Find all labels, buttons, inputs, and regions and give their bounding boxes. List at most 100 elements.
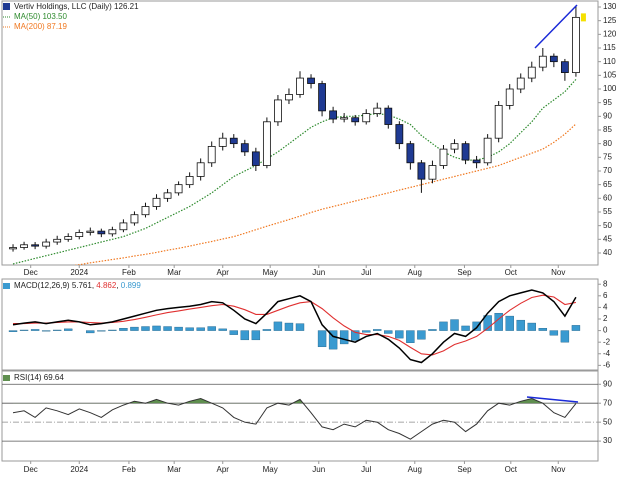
histogram-bar: [373, 329, 382, 331]
candle-body: [417, 162, 426, 180]
histogram-bar: [240, 330, 250, 341]
candle-body: [97, 230, 106, 235]
x-tick-label: Mar: [167, 465, 181, 474]
y-tick-label: 125: [603, 16, 617, 25]
x-tick-label: Apr: [217, 465, 230, 474]
x-tick-label: Aug: [408, 268, 422, 277]
panel-title: RSI(14): [14, 373, 42, 382]
histogram-bar: [439, 321, 448, 331]
histogram-bar: [560, 330, 570, 343]
histogram-bar: [141, 326, 150, 331]
y-tick-label: 2: [603, 314, 608, 323]
y-tick-label: 70: [603, 166, 612, 175]
candle-body: [9, 247, 17, 250]
histogram-bar: [406, 330, 415, 343]
y-tick-label: 90: [603, 111, 612, 120]
y-tick-label: 80: [603, 139, 612, 148]
y-tick-label: 0: [603, 326, 608, 335]
histogram-bar: [328, 330, 338, 350]
x-tick-label: Jul: [361, 465, 371, 474]
candle-body: [75, 232, 84, 237]
histogram-bar: [472, 321, 481, 331]
price-legend: Vertiv Holdings, LLC (Daily) 126.21: [14, 2, 139, 11]
y-tick-label: 105: [603, 70, 617, 79]
histogram-bar: [284, 322, 294, 331]
candle-body: [64, 236, 73, 240]
histogram-bar: [174, 326, 183, 331]
overbought-fill: [128, 398, 543, 404]
candle-body: [340, 117, 349, 120]
x-tick-label: May: [263, 465, 278, 474]
x-tick-label: Oct: [505, 465, 518, 474]
y-tick-label: 120: [603, 29, 617, 38]
ma50-legend: MA(50) 103.50: [14, 12, 67, 21]
y-tick-label: 55: [603, 207, 612, 216]
y-tick-label: -2: [603, 337, 611, 346]
histogram-bar: [527, 322, 536, 331]
candle-body: [53, 238, 62, 243]
y-tick-label: 30: [603, 436, 612, 445]
candle-body: [351, 117, 360, 123]
last-price-marker: [580, 13, 586, 22]
rsi-value: 69.64: [44, 373, 65, 382]
candle-body: [174, 184, 183, 194]
histogram-bar: [229, 330, 238, 335]
legend-icon: [3, 283, 10, 289]
candle-body: [527, 66, 536, 79]
y-tick-label: -6: [603, 360, 611, 369]
candle-body: [262, 121, 271, 166]
x-tick-label: Nov: [551, 268, 565, 277]
x-tick-label: Mar: [167, 268, 181, 277]
x-tick-label: Oct: [505, 268, 518, 277]
candle-body: [31, 244, 40, 247]
candle-body: [119, 222, 128, 231]
candle-body: [42, 241, 51, 247]
histogram-bar: [516, 319, 525, 331]
histogram-bar: [450, 319, 459, 331]
y-tick-label: 70: [603, 398, 612, 407]
x-tick-label: Jun: [312, 268, 325, 277]
rsi-frame: [1, 370, 599, 462]
y-tick-label: 4: [603, 303, 608, 312]
histogram-bar: [538, 328, 548, 331]
x-tick-label: Feb: [122, 268, 136, 277]
macd-legend: MACD(12,26,9) 5.761, 4.862, 0.899: [14, 281, 141, 290]
histogram-bar: [571, 325, 581, 331]
x-tick-label: Nov: [551, 465, 565, 474]
trend-line: [534, 4, 578, 49]
x-tick-label: Dec: [24, 465, 38, 474]
candle-body: [560, 61, 569, 74]
x-tick-label: 2024: [70, 268, 88, 277]
y-tick-label: 8: [603, 279, 608, 288]
candle-body: [185, 176, 194, 186]
histogram-bar: [339, 330, 349, 345]
macd-line: [12, 289, 577, 364]
macd-frame: [1, 278, 599, 371]
candle-body: [549, 55, 558, 63]
candle-body: [384, 107, 393, 125]
candle-body: [494, 104, 503, 139]
y-tick-label: 65: [603, 180, 612, 189]
y-tick-label: 75: [603, 152, 612, 161]
candle-body: [373, 107, 382, 114]
panel-title: MACD(12,26,9): [14, 281, 70, 290]
candle-body: [450, 143, 459, 150]
y-tick-label: 6: [603, 291, 608, 300]
y-tick-label: 95: [603, 98, 612, 107]
histogram-bar: [362, 330, 371, 333]
candle-body: [251, 151, 260, 166]
candle-body: [274, 99, 282, 123]
rsi-divergence-line: [526, 396, 579, 403]
y-tick-label: 85: [603, 125, 612, 134]
histogram-bar: [130, 326, 139, 331]
legend-name: MA(200): [14, 22, 45, 31]
histogram-bar: [295, 323, 305, 331]
histogram-value: 0.899: [121, 281, 142, 290]
histogram-bar: [262, 329, 272, 331]
price-plot: [9, 5, 580, 265]
candle-body: [207, 145, 216, 164]
histogram-bar: [317, 330, 327, 348]
candle-body: [572, 16, 580, 74]
chart-title: Vertiv Holdings, LLC (Daily): [14, 2, 112, 11]
candle-body: [20, 244, 28, 248]
